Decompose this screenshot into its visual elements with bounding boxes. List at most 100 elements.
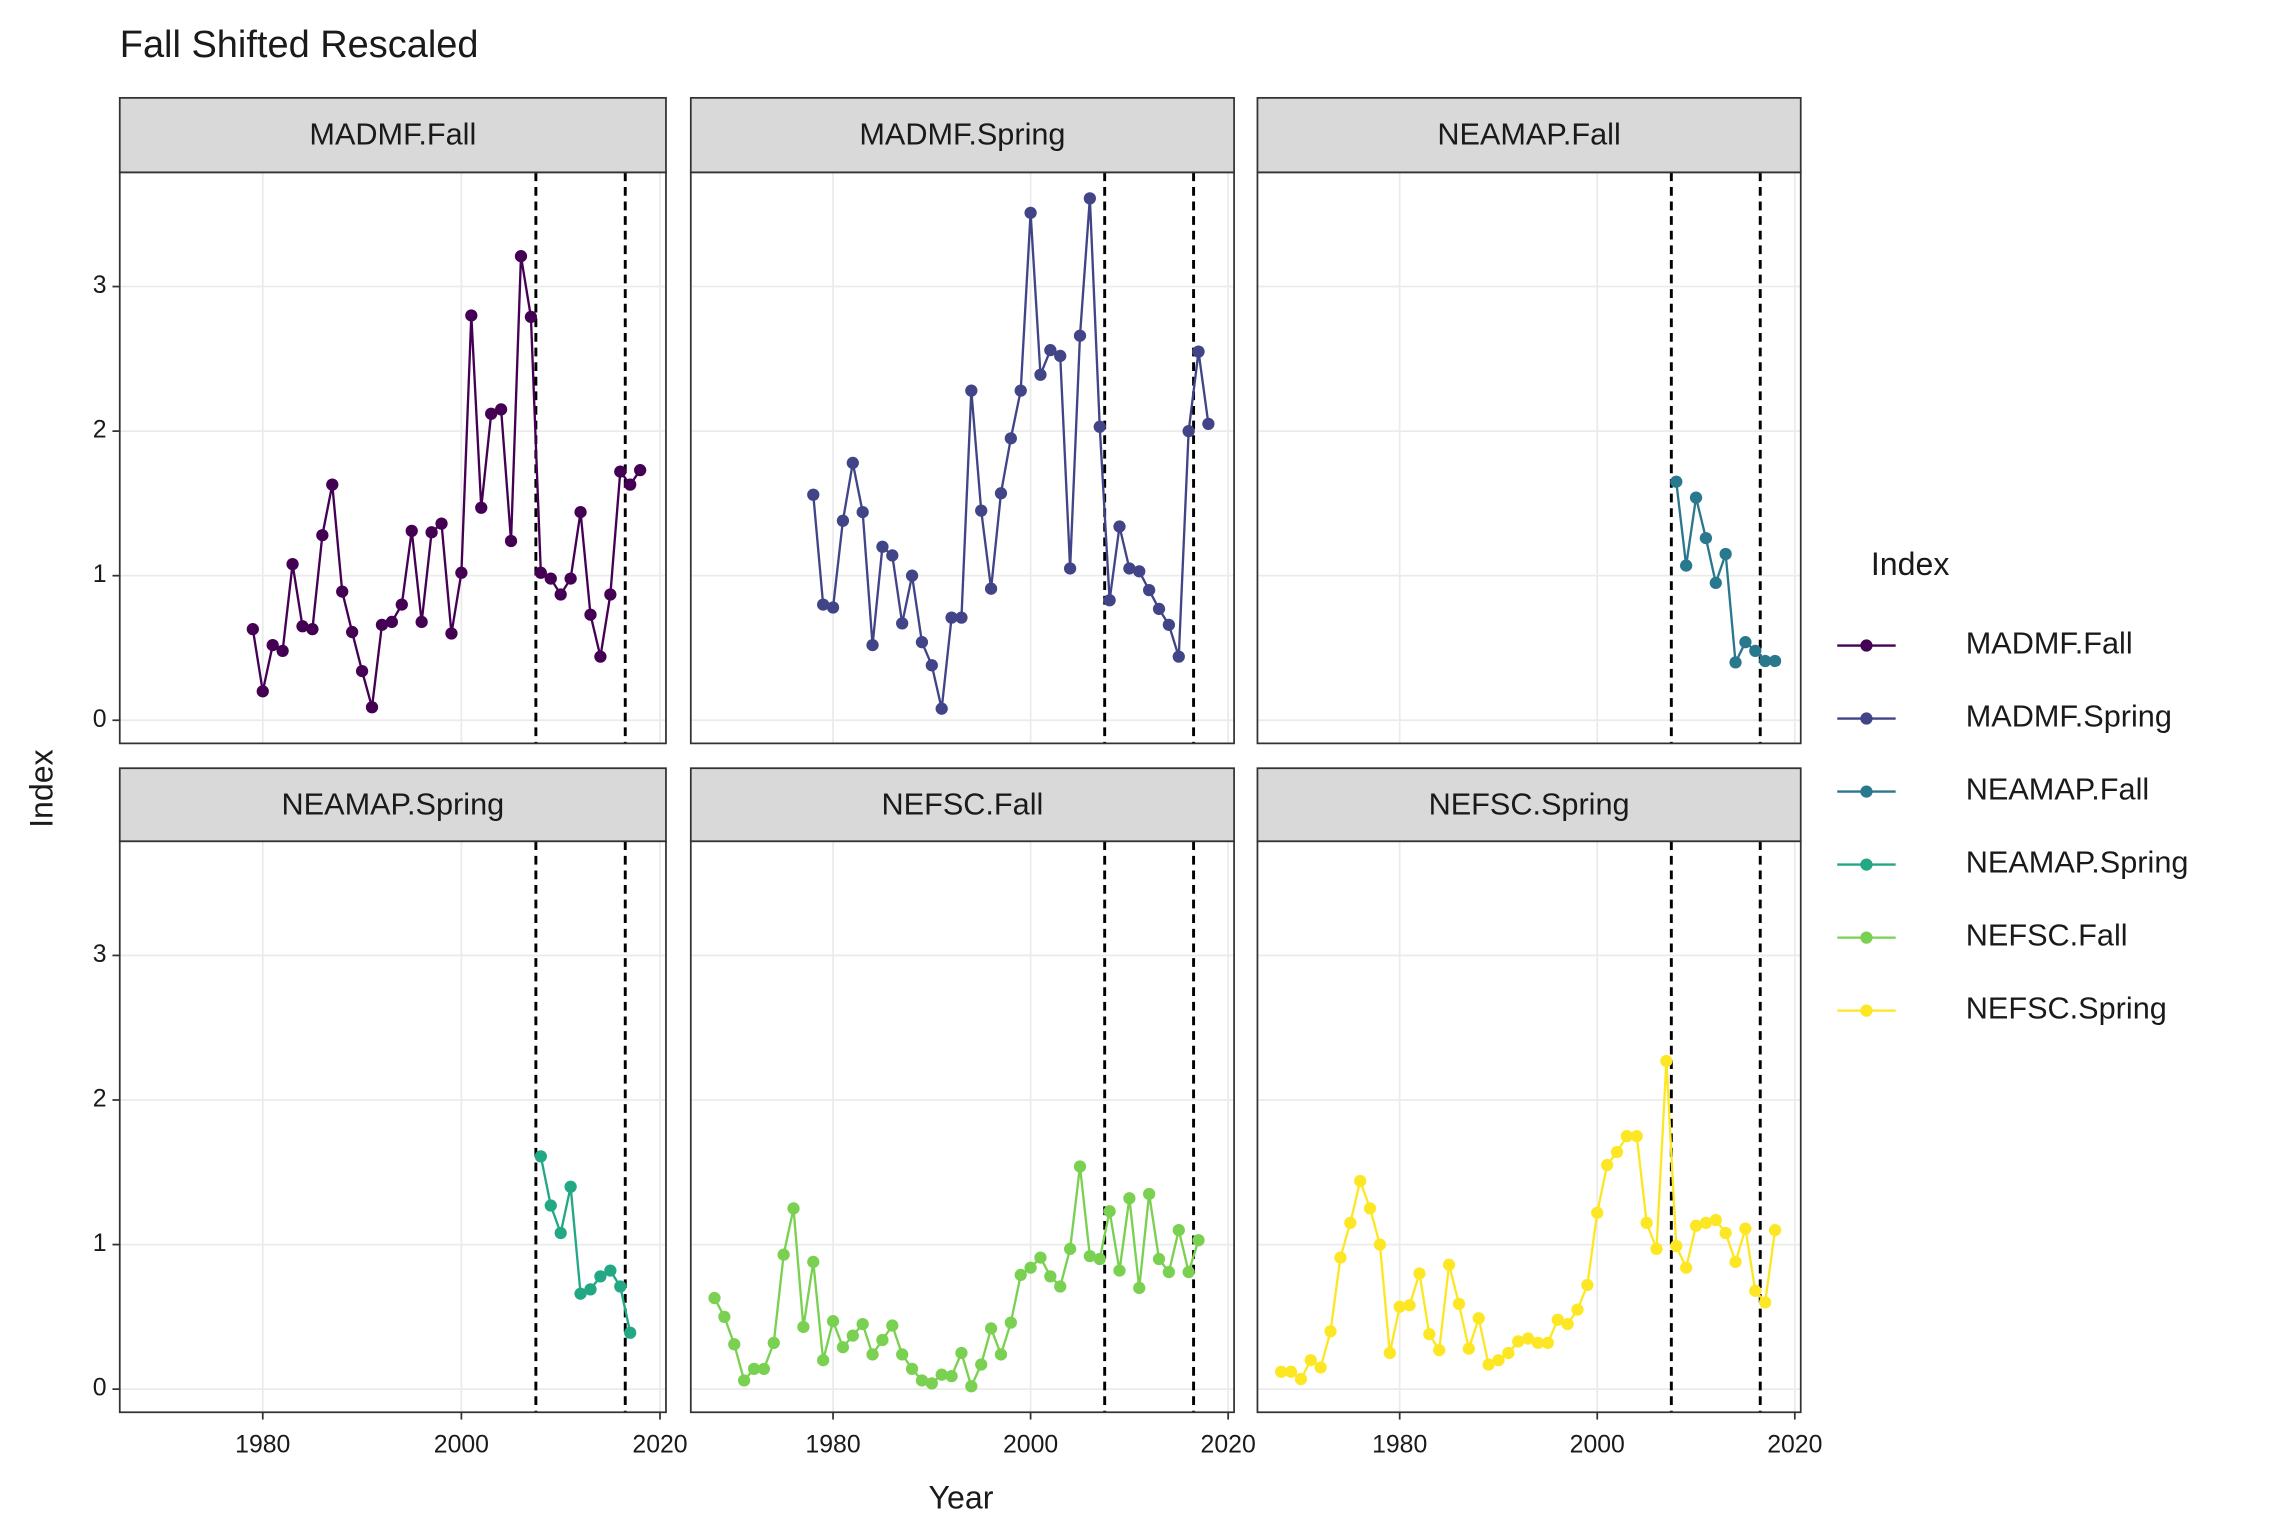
x-axis-label: Year (929, 1479, 994, 1515)
data-point (544, 572, 557, 585)
data-point (1275, 1365, 1288, 1378)
legend-label: MADMF.Fall (1966, 627, 2133, 661)
series-line (251, 256, 642, 708)
data-point (1650, 1242, 1663, 1256)
data-point (1192, 1234, 1205, 1247)
data-point (876, 1333, 889, 1347)
x-tick-label: 2020 (1201, 1431, 1256, 1458)
data-point (1113, 520, 1126, 533)
data-point (1699, 531, 1713, 545)
data-point (1413, 1267, 1426, 1280)
data-point (945, 611, 958, 624)
data-point (1284, 1365, 1298, 1378)
data-point (1749, 1284, 1762, 1297)
data-point (1063, 1242, 1077, 1256)
data-point (1640, 1216, 1653, 1230)
data-point (554, 588, 567, 601)
x-tick-label: 2000 (1003, 1431, 1058, 1458)
data-point (1600, 1158, 1614, 1172)
data-point (807, 488, 820, 501)
data-point (1334, 1251, 1347, 1264)
data-point (504, 534, 518, 548)
strip-label: NEFSC.Fall (882, 787, 1044, 821)
data-point (1610, 1145, 1624, 1159)
data-point (935, 702, 948, 715)
data-point (1452, 1297, 1466, 1310)
y-tick-label: 0 (93, 706, 107, 733)
data-point (415, 615, 428, 629)
strip (1256, 767, 1802, 843)
data-point (708, 1291, 721, 1305)
panel-background (1257, 172, 1801, 744)
data-point (984, 582, 998, 595)
data-point (1768, 1223, 1782, 1237)
data-point (856, 505, 869, 519)
data-point (584, 1283, 597, 1296)
data-point (1689, 491, 1703, 504)
strip-label: NEAMAP.Spring (282, 787, 505, 821)
data-point (1314, 1361, 1327, 1374)
data-point (984, 1322, 998, 1335)
data-point (1719, 547, 1732, 561)
data-point (1324, 1325, 1337, 1338)
data-point (1162, 618, 1176, 631)
data-point (1294, 1372, 1308, 1386)
data-point (1024, 1261, 1037, 1274)
data-point (836, 514, 850, 527)
data-point (1749, 644, 1762, 657)
data-point (455, 566, 468, 579)
data-point (1423, 1328, 1436, 1341)
data-point (355, 664, 369, 678)
x-tick-label: 1980 (805, 1431, 860, 1458)
data-point (1680, 1261, 1693, 1274)
data-point (817, 598, 830, 611)
data-point (1182, 1265, 1195, 1279)
data-point (836, 1341, 850, 1354)
data-point (1113, 1264, 1126, 1277)
data-point (807, 1255, 820, 1269)
panel-background (690, 841, 1235, 1413)
data-point (1014, 1268, 1027, 1282)
data-point (1093, 1252, 1106, 1266)
data-point (405, 524, 418, 538)
data-point (1541, 1336, 1554, 1350)
data-point (1073, 1160, 1087, 1173)
data-point (1383, 1346, 1396, 1360)
data-point (1531, 1336, 1545, 1350)
data-point (915, 636, 929, 649)
data-point (777, 1248, 790, 1261)
legend-label: NEFSC.Fall (1966, 919, 2128, 953)
data-point (728, 1338, 741, 1351)
legend-swatch (1860, 639, 1873, 652)
data-point (718, 1310, 731, 1323)
data-point (1561, 1317, 1574, 1331)
legend-label: NEAMAP.Spring (1966, 846, 2189, 880)
data-point (1620, 1130, 1634, 1143)
data-point (1472, 1312, 1485, 1325)
data-point (925, 659, 938, 672)
chart-title: Fall Shifted Rescaled (120, 24, 479, 66)
legend-title: Index (1871, 546, 1950, 582)
data-point (1521, 1332, 1535, 1345)
data-point (846, 1329, 859, 1342)
strip (1256, 96, 1802, 174)
data-point (1433, 1343, 1446, 1357)
data-point (747, 1362, 761, 1376)
data-point (604, 588, 617, 601)
data-point (1719, 1226, 1732, 1240)
data-point (945, 1369, 958, 1383)
data-point (905, 569, 919, 582)
strip (689, 96, 1235, 174)
data-point (435, 517, 448, 530)
data-point (1142, 584, 1156, 597)
legend-swatch (1860, 1004, 1873, 1017)
data-point (866, 1348, 879, 1361)
x-tick-label: 2000 (1570, 1431, 1625, 1458)
data-point (614, 1280, 627, 1293)
data-point (326, 478, 339, 491)
panel-background (690, 172, 1235, 744)
data-point (846, 456, 859, 470)
data-point (1192, 345, 1205, 358)
